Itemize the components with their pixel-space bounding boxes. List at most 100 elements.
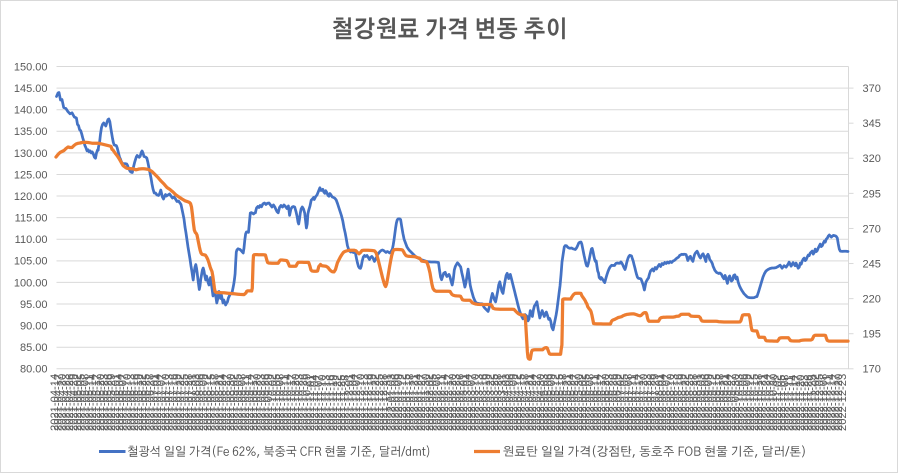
svg-text:320: 320 (863, 153, 881, 165)
svg-text:2021-06-01: 2021-06-01 (110, 374, 122, 431)
svg-text:2022-04-06: 2022-04-06 (504, 374, 516, 431)
svg-text:2022-07-29: 2022-07-29 (650, 374, 662, 431)
svg-text:2021-07-16: 2021-07-16 (167, 374, 179, 431)
svg-text:2021-06-19: 2021-06-19 (133, 374, 145, 431)
svg-text:120.00: 120.00 (14, 191, 48, 203)
svg-text:2021-06-28: 2021-06-28 (144, 374, 156, 431)
svg-text:2021-04-23: 2021-04-23 (60, 374, 72, 431)
svg-text:345: 345 (863, 118, 881, 130)
svg-text:2022-09-15: 2022-09-15 (711, 374, 723, 431)
svg-text:2021-09-26: 2021-09-26 (259, 374, 271, 431)
svg-text:2022-11-02: 2022-11-02 (772, 375, 784, 431)
svg-text:2022-01-15: 2022-01-15 (401, 374, 413, 431)
svg-text:2021-10-08: 2021-10-08 (275, 374, 287, 431)
svg-text:2021-11-19: 2021-11-19 (328, 375, 340, 431)
svg-text:2022-10-15: 2022-10-15 (749, 374, 761, 431)
svg-text:2022-10-09: 2022-10-09 (741, 374, 753, 431)
svg-text:2021-07-25: 2021-07-25 (179, 374, 191, 431)
svg-text:2022-01-03: 2022-01-03 (386, 374, 398, 431)
svg-text:2021-05-17: 2021-05-17 (91, 374, 103, 431)
svg-text:125.00: 125.00 (14, 169, 48, 181)
svg-text:2022-12-11: 2022-12-11 (822, 375, 834, 431)
svg-text:2021-08-18: 2021-08-18 (210, 374, 222, 431)
svg-text:2021-08-03: 2021-08-03 (190, 374, 202, 431)
svg-text:2021-11-13: 2021-11-13 (320, 375, 332, 431)
svg-text:2021-08-15: 2021-08-15 (206, 374, 218, 431)
svg-text:2022-08-01: 2022-08-01 (653, 374, 665, 431)
svg-text:2022-09-27: 2022-09-27 (726, 374, 738, 431)
svg-text:2021-06-25: 2021-06-25 (141, 374, 153, 431)
svg-text:2021-04-26: 2021-04-26 (64, 374, 76, 431)
svg-text:170: 170 (863, 364, 881, 376)
svg-text:2021-06-22: 2021-06-22 (137, 374, 149, 431)
svg-text:2021-11-25: 2021-11-25 (336, 375, 348, 431)
svg-text:2022-01-06: 2022-01-06 (389, 374, 401, 431)
svg-text:2022-07-26: 2022-07-26 (646, 374, 658, 431)
svg-text:2021-11-01: 2021-11-01 (305, 375, 317, 431)
svg-text:2022-07-23: 2022-07-23 (642, 374, 654, 431)
svg-text:2021-10-26: 2021-10-26 (298, 374, 310, 431)
svg-text:2021-04-20: 2021-04-20 (56, 374, 68, 431)
svg-text:2022-07-02: 2022-07-02 (615, 374, 627, 431)
svg-text:2022-03-10: 2022-03-10 (470, 374, 482, 431)
svg-text:2022-05-06: 2022-05-06 (542, 374, 554, 431)
svg-text:2022-08-13: 2022-08-13 (669, 374, 681, 431)
svg-text:2022-08-25: 2022-08-25 (684, 374, 696, 431)
svg-text:2022-03-13: 2022-03-13 (474, 374, 486, 431)
svg-text:2021-08-24: 2021-08-24 (217, 374, 229, 431)
svg-text:2022-10-27: 2022-10-27 (764, 374, 776, 431)
svg-text:2022-06-26: 2022-06-26 (607, 374, 619, 431)
svg-text:2022-02-02: 2022-02-02 (424, 374, 436, 431)
svg-text:2021-08-12: 2021-08-12 (202, 374, 214, 431)
svg-text:245: 245 (863, 258, 881, 270)
svg-text:2021-12-04: 2021-12-04 (347, 374, 359, 431)
svg-text:2021-09-05: 2021-09-05 (232, 374, 244, 431)
svg-text:2022-11-23: 2022-11-23 (799, 375, 811, 431)
svg-text:295: 295 (863, 188, 881, 200)
svg-text:2022-04-18: 2022-04-18 (519, 374, 531, 431)
svg-text:145.00: 145.00 (14, 83, 48, 95)
svg-text:2021-09-17: 2021-09-17 (248, 374, 260, 431)
svg-text:2022-07-14: 2022-07-14 (630, 374, 642, 431)
svg-text:2021-06-10: 2021-06-10 (122, 374, 134, 431)
svg-text:2021-12-16: 2021-12-16 (363, 374, 375, 431)
svg-text:2021-07-07: 2021-07-07 (156, 374, 168, 431)
svg-text:2022-02-08: 2022-02-08 (431, 374, 443, 431)
svg-text:2021-09-11: 2021-09-11 (240, 375, 252, 431)
svg-text:2021-07-13: 2021-07-13 (164, 374, 176, 431)
svg-text:2021-07-10: 2021-07-10 (160, 374, 172, 431)
svg-text:2021-10-29: 2021-10-29 (301, 374, 313, 431)
svg-text:2022-09-09: 2022-09-09 (703, 374, 715, 431)
svg-text:2021-08-09: 2021-08-09 (198, 374, 210, 431)
svg-text:2022-09-06: 2022-09-06 (699, 374, 711, 431)
svg-text:2022-01-30: 2022-01-30 (420, 374, 432, 431)
svg-text:2022-10-06: 2022-10-06 (738, 374, 750, 431)
svg-text:2022-02-05: 2022-02-05 (428, 374, 440, 431)
svg-text:2021-09-14: 2021-09-14 (244, 374, 256, 431)
svg-text:2022-07-05: 2022-07-05 (619, 374, 631, 431)
svg-text:2022-02-11: 2022-02-11 (435, 375, 447, 431)
svg-text:2022-11-11: 2022-11-11 (783, 375, 795, 431)
svg-text:2022-09-24: 2022-09-24 (722, 374, 734, 431)
svg-text:2022-04-24: 2022-04-24 (527, 374, 539, 431)
svg-text:2022-01-24: 2022-01-24 (412, 374, 424, 431)
svg-text:2021-10-14: 2021-10-14 (282, 374, 294, 431)
svg-text:2022-05-12: 2022-05-12 (550, 374, 562, 431)
svg-text:2022-05-09: 2022-05-09 (546, 374, 558, 431)
svg-text:2022-05-21: 2022-05-21 (562, 374, 574, 431)
svg-text:2021-11-28: 2021-11-28 (340, 375, 352, 431)
svg-text:2022-09-18: 2022-09-18 (715, 374, 727, 431)
svg-text:2022-12-05: 2022-12-05 (814, 374, 826, 431)
svg-text:2021-12-28: 2021-12-28 (378, 374, 390, 431)
svg-text:2022-07-17: 2022-07-17 (634, 374, 646, 431)
svg-text:2022-08-07: 2022-08-07 (661, 374, 673, 431)
svg-text:2022-05-30: 2022-05-30 (573, 374, 585, 431)
svg-text:2022-05-03: 2022-05-03 (539, 374, 551, 431)
svg-text:2022-04-12: 2022-04-12 (512, 374, 524, 431)
svg-text:2021-06-13: 2021-06-13 (125, 374, 137, 431)
svg-text:2021-05-05: 2021-05-05 (76, 374, 88, 431)
svg-text:2022-04-30: 2022-04-30 (535, 374, 547, 431)
svg-text:2021-05-26: 2021-05-26 (102, 374, 114, 431)
svg-text:2022-06-29: 2022-06-29 (611, 374, 623, 431)
svg-text:2022-12-20: 2022-12-20 (833, 374, 845, 431)
